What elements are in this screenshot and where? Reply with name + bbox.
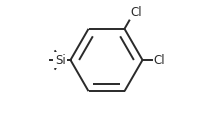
Text: Si: Si: [55, 54, 66, 66]
Text: Cl: Cl: [130, 6, 141, 19]
Text: Cl: Cl: [153, 54, 165, 66]
